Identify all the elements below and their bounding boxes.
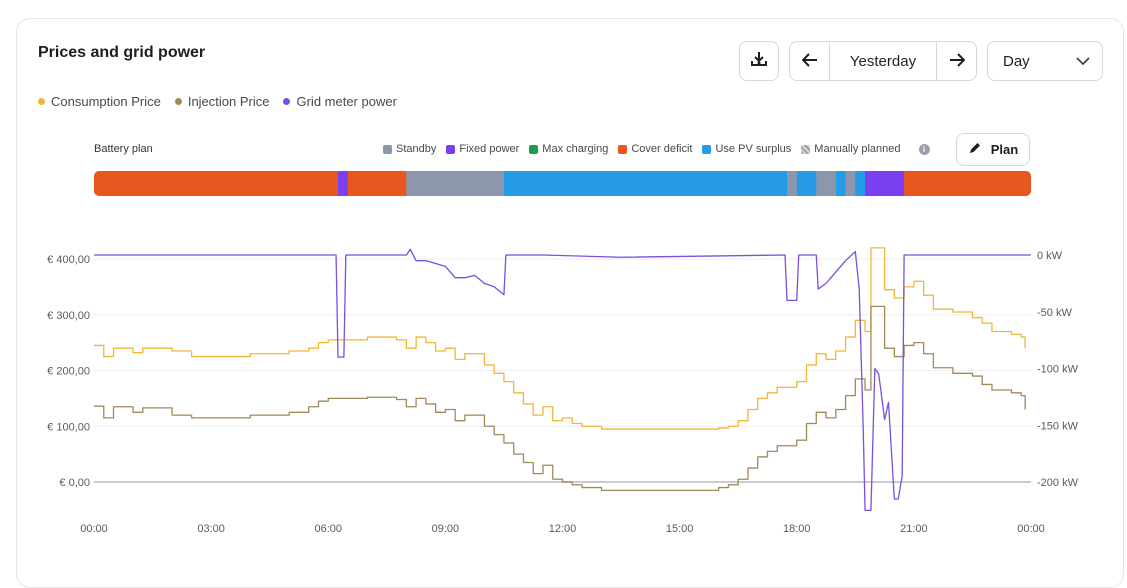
bp-legend-swatch <box>529 144 539 154</box>
x-tick-label: 21:00 <box>900 523 928 535</box>
x-tick-label: 00:00 <box>80 523 108 535</box>
x-tick-label: 06:00 <box>314 523 342 535</box>
chart-legend: Consumption Price Injection Price Grid m… <box>38 94 397 109</box>
bp-legend-label: Manually planned <box>814 143 901 155</box>
bp-legend-label: Max charging <box>542 143 609 155</box>
y-right-tick-label: -200 kW <box>1037 477 1079 489</box>
battery-plan-segment <box>796 171 817 196</box>
bp-legend-label: Cover deficit <box>631 143 693 155</box>
period-label[interactable]: Yesterday <box>829 42 937 80</box>
bp-legend-use-pv-surplus: Use PV surplus <box>702 143 791 155</box>
battery-plan-segment <box>904 171 1031 196</box>
series-line-injection-price <box>94 305 1026 492</box>
legend-dot <box>283 98 291 105</box>
period-navigator: Yesterday <box>789 41 977 81</box>
battery-plan-segment <box>347 171 407 196</box>
legend-label: Injection Price <box>187 94 270 109</box>
series-line-consumption-price <box>94 247 1026 430</box>
x-tick-label: 03:00 <box>197 523 225 535</box>
legend-item-grid-power[interactable]: Grid meter power <box>283 94 397 109</box>
plan-button-label: Plan <box>990 142 1019 157</box>
battery-plan-bar <box>94 171 1031 196</box>
info-icon[interactable]: i <box>918 143 930 155</box>
battery-plan-segment <box>845 171 856 196</box>
battery-plan-svg <box>94 171 1031 196</box>
battery-plan-segment <box>816 171 837 196</box>
previous-period-button[interactable] <box>790 42 829 80</box>
y-left-tick-label: € 400,00 <box>47 254 90 266</box>
chart-card <box>16 18 1124 588</box>
battery-plan-segment <box>835 171 847 196</box>
battery-plan-segment <box>503 171 788 196</box>
range-select-value: Day <box>1003 52 1030 70</box>
legend-item-injection[interactable]: Injection Price <box>174 94 270 109</box>
plan-button[interactable]: Plan <box>956 133 1030 166</box>
x-tick-label: 15:00 <box>666 523 694 535</box>
battery-plan-segment <box>855 171 866 196</box>
y-right-tick-label: 0 kW <box>1037 250 1063 262</box>
battery-plan-segment <box>406 171 505 196</box>
battery-plan-legend: Standby Fixed power Max charging Cover d… <box>383 143 930 155</box>
battery-plan-segment <box>786 171 798 196</box>
arrow-left-icon <box>801 51 818 72</box>
bp-legend-cover-deficit: Cover deficit <box>618 143 692 155</box>
card-title: Prices and grid power <box>38 44 206 61</box>
prices-grid-chart: € 0,00 € 100,00 € 200,00 € 300,00 € 400,00 0 … <box>47 247 1079 535</box>
y-left-tick-label: € 0,00 <box>59 477 90 489</box>
download-button[interactable] <box>739 41 779 81</box>
battery-plan-title: Battery plan <box>94 143 153 155</box>
battery-plan-segment <box>865 171 905 196</box>
bp-legend-swatch <box>446 144 456 154</box>
y-right-tick-label: -50 kW <box>1037 307 1072 319</box>
arrow-right-icon <box>949 51 965 72</box>
bp-legend-swatch <box>702 144 712 154</box>
legend-item-consumption[interactable]: Consumption Price <box>38 94 161 109</box>
next-period-button[interactable] <box>937 42 976 80</box>
bp-legend-standby: Standby <box>383 143 436 155</box>
bp-legend-swatch <box>801 144 811 154</box>
download-icon <box>750 50 768 72</box>
x-tick-label: 18:00 <box>783 523 811 535</box>
y-left-tick-label: € 300,00 <box>47 310 90 322</box>
y-left-tick-label: € 100,00 <box>47 421 90 433</box>
x-tick-label: 09:00 <box>432 523 460 535</box>
y-left-tick-label: € 200,00 <box>47 366 90 378</box>
legend-dot <box>38 98 45 105</box>
x-tick-label: 00:00 <box>1017 523 1045 535</box>
bp-legend-label: Fixed power <box>459 143 520 155</box>
chevron-down-icon <box>1076 53 1090 70</box>
bp-legend-manually-planned: Manually planned <box>801 143 901 155</box>
battery-plan-segment <box>94 171 339 196</box>
legend-label: Consumption Price <box>51 94 161 109</box>
legend-dot <box>174 98 182 105</box>
bp-legend-label: Standby <box>396 143 437 155</box>
battery-plan-segment <box>338 171 349 196</box>
pencil-icon <box>968 141 982 158</box>
bp-legend-fixed-power: Fixed power <box>446 143 519 155</box>
series-line-grid-meter-power <box>94 248 1031 512</box>
bp-legend-label: Use PV surplus <box>715 143 792 155</box>
bp-legend-max-charging: Max charging <box>529 143 608 155</box>
range-select[interactable]: Day <box>987 41 1103 81</box>
bp-legend-swatch <box>618 144 628 154</box>
bp-legend-swatch <box>383 144 392 154</box>
legend-label: Grid meter power <box>296 94 397 109</box>
y-right-tick-label: -150 kW <box>1037 420 1079 432</box>
x-tick-label: 12:00 <box>549 523 577 535</box>
y-right-tick-label: -100 kW <box>1037 364 1079 376</box>
